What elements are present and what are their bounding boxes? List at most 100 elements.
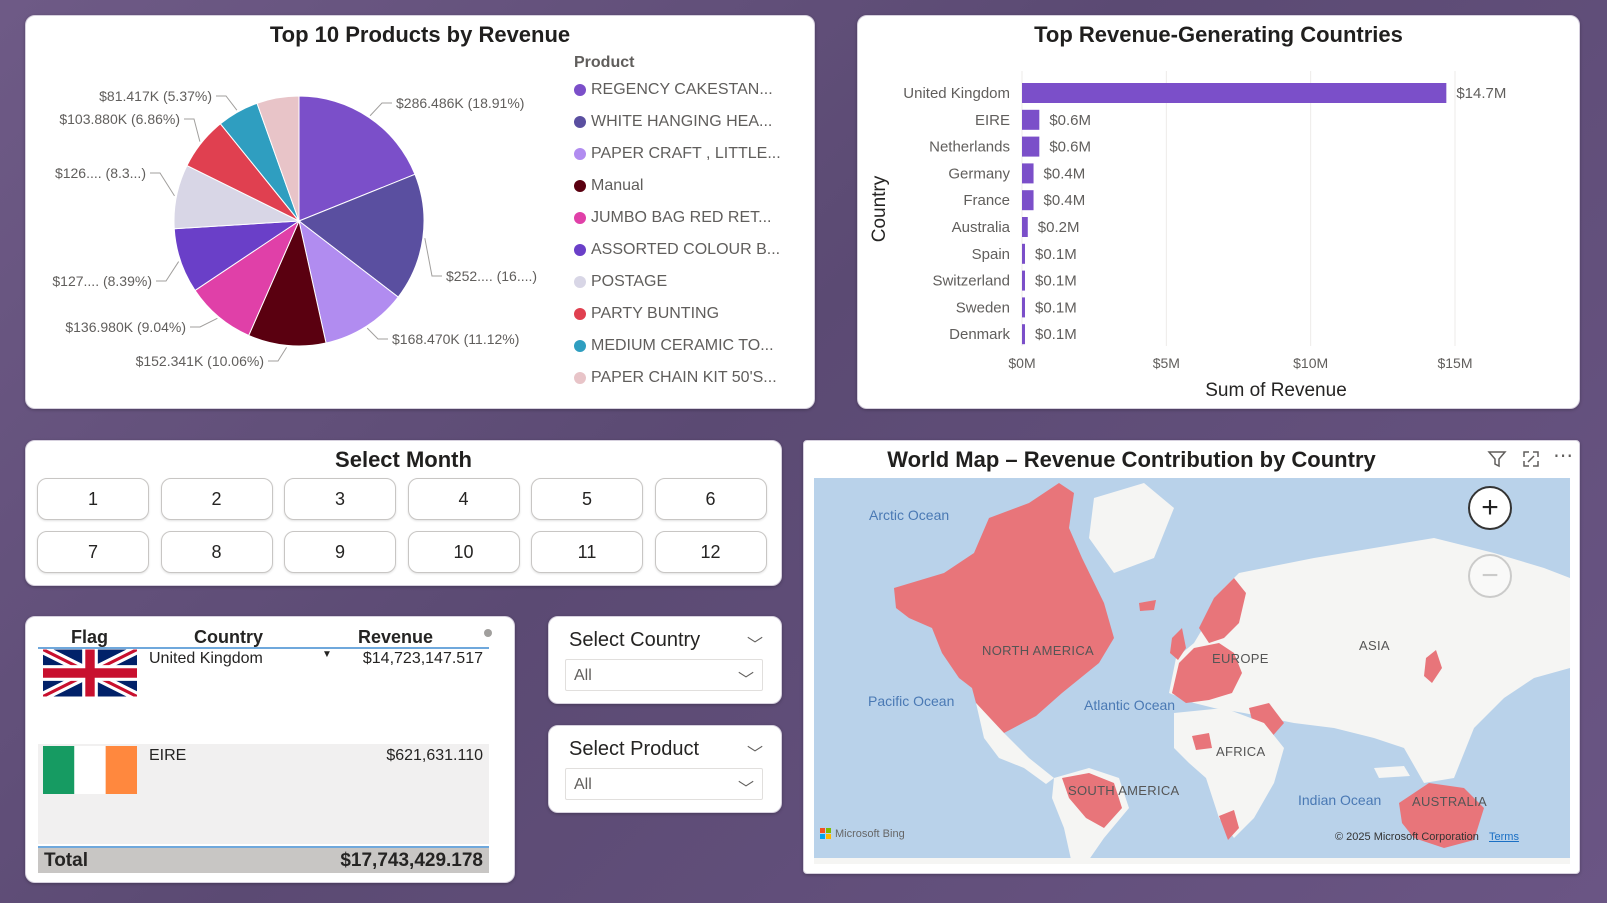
bar-value-label: $0.4M [1044,165,1086,182]
x-tick-label: $0M [1008,355,1035,371]
chevron-down-icon[interactable]: ﹀ [737,781,754,798]
legend-item[interactable]: PAPER CRAFT , LITTLE... [574,138,781,170]
legend-label: PARTY BUNTING [591,305,720,322]
more-options-icon[interactable]: ⋯ [1553,445,1573,467]
legend-item[interactable]: JUMBO BAG RED RET... [574,202,781,234]
legend-dot [574,244,586,256]
row-revenue: $14,723,147.517 [362,650,483,667]
terms-link[interactable]: Terms [1489,831,1519,843]
pie-data-label: $127.... (8.39%) [52,273,152,289]
legend-item[interactable]: PAPER CHAIN KIT 50'S... [574,362,781,394]
x-tick-label: $10M [1293,355,1328,371]
bar[interactable] [1022,297,1025,318]
pie-leader-line [366,327,388,340]
legend-title: Product [574,54,635,71]
month-button[interactable]: 6 [654,478,767,520]
product-dropdown[interactable]: All ﹀ [565,768,763,800]
legend-item[interactable]: PARTY BUNTING [574,298,781,330]
bar[interactable] [1022,163,1034,184]
pie-leader-line [268,347,287,362]
bar[interactable] [1022,109,1040,130]
legend-dot [574,148,586,160]
legend-label: MEDIUM CERAMIC TO... [591,337,774,354]
x-axis-title: Sum of Revenue [1205,380,1347,401]
chevron-down-icon[interactable]: ﹀ [746,637,763,654]
bar-value-label: $0.2M [1038,219,1080,236]
pie-data-label: $136.980K (9.04%) [65,319,186,335]
pie-slice[interactable] [256,95,300,222]
total-label: Total [44,850,88,871]
scroll-indicator[interactable] [484,629,492,637]
month-button[interactable]: 5 [531,478,643,520]
total-value: $17,743,429.178 [340,850,483,871]
ocean-label: Arctic Ocean [869,507,950,523]
header-divider [38,647,489,649]
bar[interactable] [1022,190,1034,211]
filter-icon[interactable] [1487,449,1507,469]
pie-leader-line [150,172,175,197]
legend-dot [574,84,586,96]
legend-label: ASSORTED COLOUR B... [591,241,781,258]
product-filter-title: Select Product [569,738,700,760]
bar-chart[interactable]: United Kingdom $14.7M EIRE $0.6M Netherlands… [858,16,1580,409]
legend-item[interactable]: REGENCY CAKESTAN... [574,74,781,106]
bar[interactable] [1022,270,1025,291]
table-row[interactable]: United Kingdom $14,723,147.517 [38,649,489,744]
month-button[interactable]: 10 [407,531,520,573]
month-button[interactable]: 4 [407,478,520,520]
month-slicer: Select Month 1 2 3 4 5 6 7 8 9 10 11 12 [25,440,782,586]
header-country[interactable]: Country [194,627,263,647]
pie-leader-line [424,238,442,277]
header-revenue[interactable]: Revenue [358,627,434,647]
map-canvas[interactable]: Arctic Ocean Pacific Ocean Atlantic Ocea… [814,478,1570,864]
month-button[interactable]: 7 [37,531,149,573]
month-button[interactable]: 8 [160,531,273,573]
zoom-in-button[interactable]: + [1468,486,1512,530]
legend-item[interactable]: ASSORTED COLOUR B... [574,234,781,266]
chevron-down-icon[interactable]: ﹀ [746,746,763,763]
legend-item[interactable]: Manual [574,170,781,202]
pie-slice[interactable] [298,173,425,298]
category-label: Australia [952,219,1011,236]
pie-slice[interactable] [248,219,327,347]
focus-mode-icon[interactable] [1521,449,1541,469]
month-button[interactable]: 9 [284,531,396,573]
map-title: World Map – Revenue Contribution by Coun… [887,447,1376,472]
zoom-out-button[interactable]: − [1468,554,1512,598]
ocean-label: Atlantic Ocean [1084,697,1176,713]
bar[interactable] [1022,243,1025,264]
continent-label: SOUTH AMERICA [1068,783,1180,798]
bar[interactable] [1022,83,1447,103]
month-button[interactable]: 1 [37,478,149,520]
sort-desc-icon[interactable]: ▼ [322,649,332,660]
category-label: Switzerland [932,273,1010,290]
header-flag[interactable]: Flag [71,627,109,647]
legend-item[interactable]: POSTAGE [574,266,781,298]
bar[interactable] [1022,136,1040,157]
pie-legend: Product REGENCY CAKESTAN... WHITE HANGING… [574,54,781,394]
month-button[interactable]: 11 [531,531,643,573]
legend-item[interactable]: MEDIUM CERAMIC TO... [574,330,781,362]
bar[interactable] [1022,324,1025,345]
month-button[interactable]: 12 [654,531,767,573]
legend-dot [574,372,586,384]
month-slicer-title: Select Month [335,447,472,472]
legend-item[interactable]: WHITE HANGING HEA... [574,106,781,138]
bar-chart-card: Top Revenue-Generating Countries United … [857,15,1580,409]
continent-label: EUROPE [1212,651,1269,666]
pie-leader-line [184,118,201,142]
table-row[interactable]: EIRE $621,631.110 [38,744,489,844]
pie-chart[interactable]: $286.486K (18.91%) $252.... (16....) $168.… [26,16,574,409]
pie-slice[interactable] [298,95,416,222]
bar[interactable] [1022,217,1028,237]
legend-dot [574,116,586,128]
pie-slice[interactable] [298,219,399,344]
legend-dot [574,180,586,192]
country-dropdown[interactable]: All ﹀ [565,659,763,691]
category-label: Germany [948,165,1010,182]
row-country: United Kingdom [149,650,263,667]
world-map-card: World Map – Revenue Contribution by Coun… [803,440,1580,874]
month-button[interactable]: 3 [284,478,396,520]
chevron-down-icon[interactable]: ﹀ [737,672,754,689]
month-button[interactable]: 2 [160,478,273,520]
